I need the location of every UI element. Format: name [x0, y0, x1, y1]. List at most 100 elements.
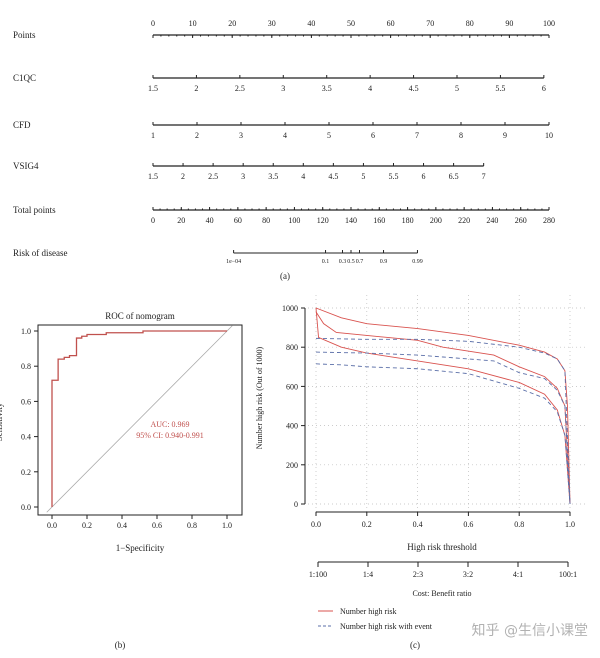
nomogram-tick-label: 120 — [317, 216, 329, 225]
nomogram-tick-label: 80 — [262, 216, 270, 225]
nomogram-tick-label: 30 — [268, 19, 276, 28]
nomogram-tick-label: 4 — [368, 84, 372, 93]
nomogram-tick-label: 3.5 — [322, 84, 332, 93]
nomogram-tick-label: 1.5 — [148, 172, 158, 181]
nomogram-tick-label: 140 — [345, 216, 357, 225]
nomogram-tick-label: 3 — [241, 172, 245, 181]
panel-label-a: (a) — [280, 271, 290, 281]
dca-y-tick-label: 400 — [286, 422, 298, 431]
nomogram-tick-label: 60 — [387, 19, 395, 28]
nomogram-tick-label: 70 — [426, 19, 434, 28]
risk-tick-label: 0.3 — [339, 259, 347, 265]
nomogram-tick-label: 8 — [459, 131, 463, 140]
panel-label-b: (b) — [115, 640, 126, 650]
nomogram-tick-label: 200 — [430, 216, 442, 225]
nomogram-tick-label: 5 — [361, 172, 365, 181]
cost-benefit-tick-label: 1:100 — [309, 570, 327, 579]
roc-diagonal-reference — [46, 325, 233, 513]
roc-y-tick-label: 1.0 — [21, 327, 31, 336]
dca-y-tick-label: 0 — [294, 500, 298, 509]
nomogram-tick-label: 3.5 — [268, 172, 278, 181]
nomogram-tick-label: 5 — [327, 131, 331, 140]
dca-x-tick-label: 0.0 — [311, 520, 321, 529]
legend-label-high-risk-event: Number high risk with event — [340, 622, 433, 631]
nomogram-tick-label: 160 — [373, 216, 385, 225]
cost-benefit-tick-label: 3:2 — [463, 570, 473, 579]
dca-y-tick-label: 600 — [286, 382, 298, 391]
nomogram-tick-label: 220 — [458, 216, 470, 225]
nomogram-tick-label: 80 — [466, 19, 474, 28]
nomogram-tick-label: 10 — [545, 131, 553, 140]
nomogram-tick-label: 5.5 — [495, 84, 505, 93]
legend-label-high-risk: Number high risk — [340, 607, 396, 616]
roc-curve — [51, 330, 227, 507]
cost-benefit-tick-label: 1:4 — [363, 570, 373, 579]
watermark: 知乎 @生信小课堂 — [472, 622, 588, 639]
nomogram-row-label: Total points — [13, 205, 56, 215]
risk-tick-label: 1e−04 — [226, 259, 241, 265]
risk-tick-label: 0.5 — [347, 259, 355, 265]
nomogram-tick-label: 4 — [301, 172, 305, 181]
nomogram-tick-label: 20 — [177, 216, 185, 225]
nomogram-tick-label: 180 — [402, 216, 414, 225]
auc-label: AUC: 0.969 — [150, 420, 189, 429]
nomogram-tick-label: 2 — [194, 84, 198, 93]
nomogram-tick-label: 6 — [422, 172, 426, 181]
cost-benefit-axis-label: Cost: Benefit ratio — [412, 589, 471, 598]
dca-x-tick-label: 0.2 — [362, 520, 372, 529]
nomogram-tick-label: 2.5 — [235, 84, 245, 93]
nomogram-tick-label: 3 — [281, 84, 285, 93]
dca-event-curve — [315, 337, 571, 505]
roc-x-tick-label: 0.8 — [187, 521, 197, 530]
roc-y-tick-label: 0.0 — [21, 503, 31, 512]
dca-y-axis-label: Number high risk (Out of 1000) — [255, 346, 264, 449]
nomogram-tick-label: 5 — [455, 84, 459, 93]
nomogram-tick-label: 100 — [288, 216, 300, 225]
nomogram-tick-label: 1 — [151, 131, 155, 140]
nomogram-tick-label: 4.5 — [328, 172, 338, 181]
dca-high-risk-curve — [315, 311, 571, 505]
nomogram-tick-label: 6.5 — [449, 172, 459, 181]
roc-y-tick-label: 0.2 — [21, 468, 31, 477]
nomogram-tick-label: 5.5 — [388, 172, 398, 181]
risk-tick-label: 0.9 — [380, 259, 388, 265]
roc-y-tick-label: 0.8 — [21, 362, 31, 371]
dca-x-tick-label: 1.0 — [565, 520, 575, 529]
roc-x-tick-label: 1.0 — [222, 521, 232, 530]
nomogram-tick-label: 6 — [542, 84, 546, 93]
nomogram-tick-label: 10 — [189, 19, 197, 28]
nomogram-tick-label: 20 — [228, 19, 236, 28]
roc-title: ROC of nomogram — [105, 311, 175, 321]
nomogram-tick-label: 60 — [234, 216, 242, 225]
roc-y-tick-label: 0.6 — [21, 397, 31, 406]
nomogram-tick-label: 50 — [347, 19, 355, 28]
nomogram-row-label: Risk of disease — [13, 248, 68, 258]
nomogram-tick-label: 3 — [239, 131, 243, 140]
dca-y-tick-label: 1000 — [282, 304, 298, 313]
nomogram-tick-label: 2.5 — [208, 172, 218, 181]
nomogram-row-label: CFD — [13, 120, 31, 130]
nomogram-row-label: VSIG4 — [13, 161, 39, 171]
nomogram-tick-label: 1.5 — [148, 84, 158, 93]
risk-tick-label: 0.7 — [356, 259, 364, 265]
nomogram-tick-label: 280 — [543, 216, 555, 225]
nomogram-tick-label: 6 — [371, 131, 375, 140]
roc-x-tick-label: 0.4 — [117, 521, 127, 530]
cost-benefit-tick-label: 4:1 — [513, 570, 523, 579]
nomogram-tick-label: 100 — [543, 19, 555, 28]
nomogram-row-label: C1QC — [13, 73, 36, 83]
risk-tick-label: 0.1 — [322, 259, 330, 265]
nomogram-tick-label: 7 — [415, 131, 419, 140]
dca-x-axis-label: High risk threshold — [407, 542, 477, 552]
cost-benefit-tick-label: 100:1 — [559, 570, 577, 579]
dca-x-tick-label: 0.6 — [463, 520, 473, 529]
roc-x-tick-label: 0.2 — [82, 521, 92, 530]
nomogram-tick-label: 90 — [505, 19, 513, 28]
roc-x-tick-label: 0.0 — [47, 521, 57, 530]
dca-y-tick-label: 800 — [286, 343, 298, 352]
nomogram-tick-label: 7 — [482, 172, 486, 181]
dca-x-tick-label: 0.8 — [514, 520, 524, 529]
nomogram-tick-label: 40 — [206, 216, 214, 225]
risk-tick-label: 0.99 — [412, 259, 423, 265]
